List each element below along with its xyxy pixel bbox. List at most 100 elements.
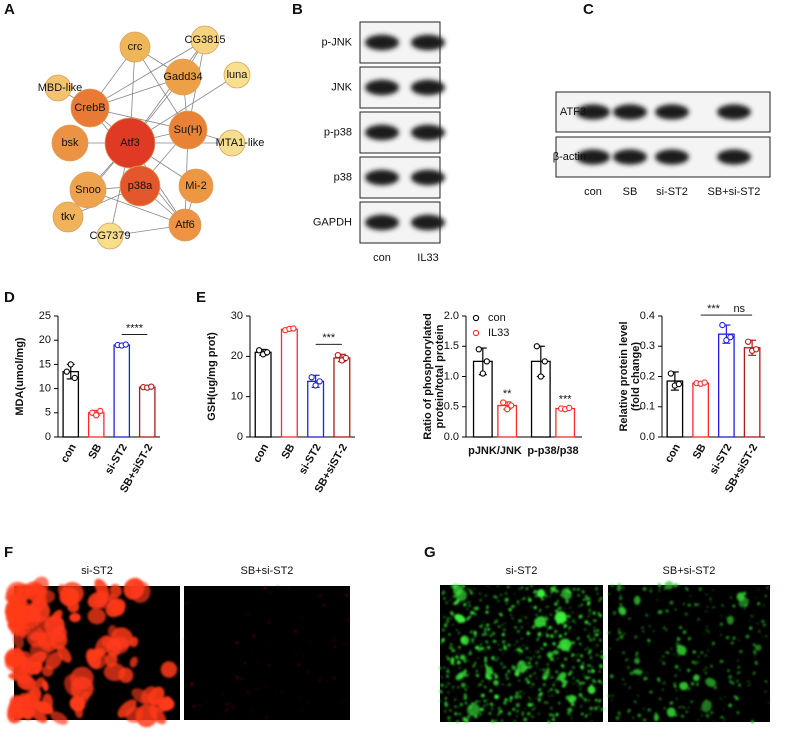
micrograph-label: SB+si-ST2 bbox=[663, 565, 716, 577]
cell bbox=[484, 631, 487, 634]
cell bbox=[514, 593, 516, 595]
cell bbox=[480, 707, 484, 712]
cell bbox=[478, 683, 482, 686]
cell bbox=[557, 657, 559, 659]
cell bbox=[469, 650, 472, 653]
legend-marker bbox=[472, 314, 480, 322]
cell bbox=[577, 653, 579, 656]
cell bbox=[148, 705, 167, 725]
cell bbox=[51, 609, 63, 622]
cell bbox=[678, 706, 681, 709]
cell bbox=[607, 592, 610, 595]
cell bbox=[263, 586, 267, 590]
cell bbox=[546, 663, 549, 666]
cell bbox=[645, 613, 649, 617]
y-axis-label: Relative protein level bbox=[618, 321, 630, 431]
cell bbox=[507, 711, 512, 716]
cell bbox=[587, 685, 596, 694]
cell bbox=[29, 639, 51, 661]
cell bbox=[720, 716, 724, 719]
cell bbox=[704, 671, 707, 675]
cell bbox=[539, 668, 541, 671]
significance-label: **** bbox=[126, 322, 144, 334]
cell bbox=[527, 661, 531, 665]
cell bbox=[537, 625, 540, 628]
cell bbox=[737, 665, 740, 669]
cell bbox=[62, 596, 69, 607]
cell bbox=[577, 685, 580, 687]
cell bbox=[752, 650, 757, 654]
cell bbox=[94, 592, 115, 609]
cell bbox=[27, 660, 43, 675]
cell bbox=[572, 697, 574, 700]
cell bbox=[555, 670, 559, 674]
cell bbox=[519, 695, 522, 699]
cell bbox=[494, 675, 499, 679]
network-node bbox=[168, 110, 208, 150]
network-node bbox=[44, 74, 72, 102]
cell bbox=[518, 588, 521, 590]
cell bbox=[679, 626, 683, 630]
cell bbox=[616, 583, 622, 592]
cell bbox=[257, 662, 260, 664]
cell bbox=[468, 604, 471, 607]
cell bbox=[495, 719, 498, 723]
cell bbox=[243, 662, 247, 665]
network-node bbox=[52, 201, 84, 233]
cell bbox=[542, 598, 545, 601]
cell bbox=[658, 589, 661, 592]
cell bbox=[484, 594, 487, 597]
cell bbox=[511, 605, 514, 609]
blot-row-label: JNK bbox=[331, 81, 352, 93]
cell bbox=[449, 646, 453, 650]
cell bbox=[501, 623, 504, 626]
cell bbox=[687, 636, 691, 641]
cell bbox=[455, 589, 467, 602]
cell bbox=[520, 646, 522, 648]
cell bbox=[516, 641, 519, 643]
cell bbox=[565, 589, 570, 593]
cell bbox=[593, 626, 596, 629]
cell bbox=[756, 622, 759, 625]
cell bbox=[488, 681, 490, 684]
cell bbox=[470, 591, 473, 595]
cell bbox=[467, 659, 469, 662]
cell bbox=[590, 666, 593, 668]
cell bbox=[585, 598, 589, 601]
cell bbox=[493, 595, 496, 598]
cell bbox=[589, 656, 593, 660]
blot-column-label: si-ST2 bbox=[656, 186, 688, 198]
panel-label: C bbox=[583, 1, 594, 18]
cell bbox=[635, 651, 639, 655]
node-label: MTA1-like bbox=[216, 137, 265, 149]
cell bbox=[744, 603, 748, 608]
cell bbox=[687, 603, 692, 607]
cell bbox=[475, 669, 478, 673]
cell bbox=[450, 661, 452, 664]
cell bbox=[565, 649, 568, 652]
cell bbox=[505, 602, 508, 605]
cell bbox=[508, 608, 512, 612]
cell bbox=[549, 658, 552, 661]
cell bbox=[622, 651, 625, 654]
cell bbox=[558, 701, 561, 705]
cell bbox=[696, 682, 699, 686]
cell bbox=[676, 645, 687, 656]
cell bbox=[582, 598, 586, 601]
data-point bbox=[263, 349, 271, 356]
cell bbox=[549, 595, 551, 598]
cell bbox=[484, 633, 488, 636]
cell bbox=[637, 694, 640, 697]
cell bbox=[485, 623, 490, 627]
cell bbox=[131, 688, 153, 705]
cell bbox=[446, 668, 449, 670]
node-label: CrebB bbox=[74, 102, 105, 114]
cell bbox=[506, 677, 509, 680]
cell bbox=[619, 594, 622, 597]
cell bbox=[497, 644, 500, 646]
cell bbox=[12, 633, 24, 649]
cell bbox=[710, 664, 713, 668]
cell bbox=[452, 661, 455, 663]
cell bbox=[719, 697, 721, 699]
cell bbox=[309, 640, 312, 642]
